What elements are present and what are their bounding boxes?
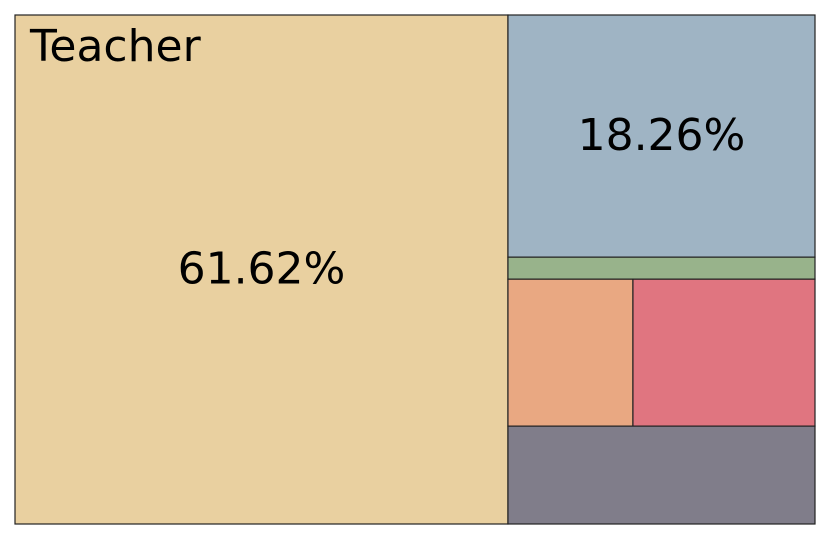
tile bbox=[507, 278, 634, 427]
tile-value: 18.26% bbox=[578, 110, 746, 161]
tile bbox=[14, 14, 509, 525]
tile bbox=[507, 256, 816, 280]
tile bbox=[632, 278, 816, 427]
tile bbox=[507, 425, 816, 525]
tile-value: 61.62% bbox=[178, 244, 346, 295]
tile-name: Teacher bbox=[29, 21, 202, 72]
tile bbox=[507, 14, 816, 258]
